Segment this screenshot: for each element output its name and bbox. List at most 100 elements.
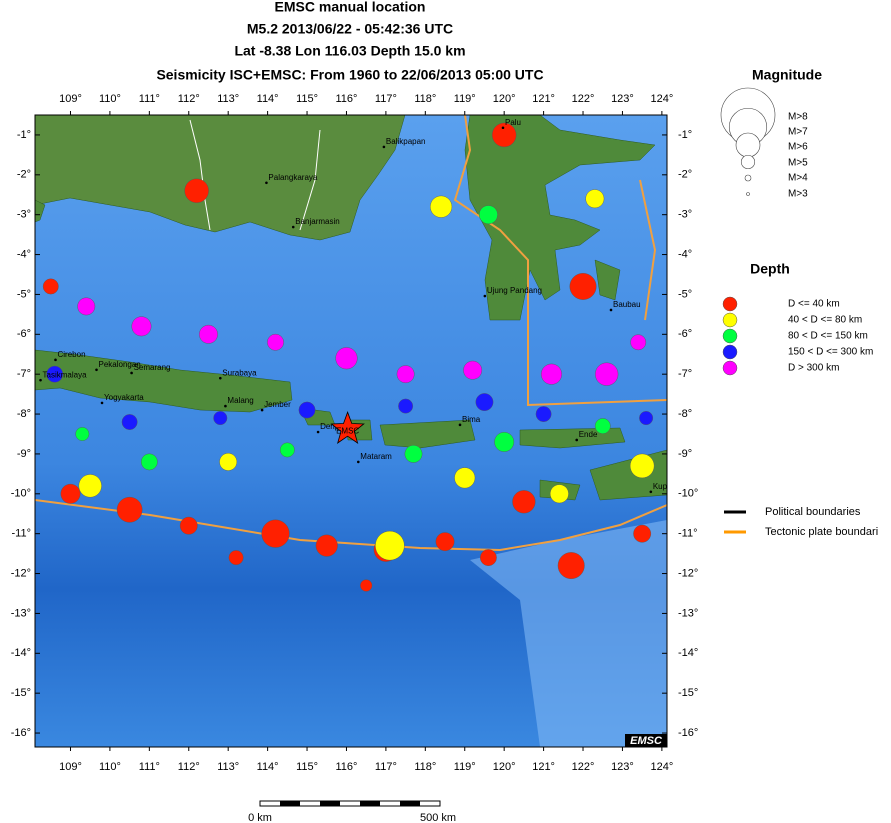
lat-label: -7° bbox=[17, 368, 31, 380]
lon-label: 118° bbox=[414, 761, 436, 773]
earthquake bbox=[549, 484, 569, 504]
lon-label: 123° bbox=[611, 761, 634, 773]
earthquake bbox=[557, 552, 585, 580]
lat-label: -6° bbox=[17, 328, 31, 340]
city-dot bbox=[575, 438, 579, 442]
city-label: Palangkaraya bbox=[268, 173, 317, 182]
earthquake bbox=[60, 483, 81, 504]
lat-label: -7° bbox=[678, 368, 692, 380]
earthquake bbox=[131, 316, 152, 337]
earthquake bbox=[75, 427, 90, 441]
earthquake bbox=[585, 189, 605, 209]
logo: EMSC bbox=[630, 735, 663, 747]
earthquake bbox=[315, 534, 338, 557]
earthquake bbox=[454, 467, 476, 489]
city-dot bbox=[609, 308, 613, 312]
city-dot bbox=[260, 408, 264, 412]
lon-label: 111° bbox=[139, 761, 160, 773]
shelf bbox=[470, 520, 667, 747]
city-dot bbox=[224, 404, 227, 408]
depth-swatch bbox=[722, 360, 738, 376]
land bbox=[35, 115, 667, 501]
lat-label: -5° bbox=[678, 288, 692, 300]
lon-label: 115° bbox=[296, 761, 318, 773]
city-dot bbox=[316, 430, 320, 434]
lat-label: -9° bbox=[17, 448, 31, 460]
lon-label: 116° bbox=[335, 93, 357, 105]
earthquake bbox=[595, 362, 619, 386]
location-line: Lat -8.38 Lon 116.03 Depth 15.0 km bbox=[234, 43, 465, 59]
earthquake bbox=[335, 347, 358, 370]
city-dot bbox=[458, 423, 462, 427]
lon-label: 121° bbox=[532, 93, 555, 105]
city-dot bbox=[501, 126, 505, 130]
earthquake bbox=[569, 273, 597, 300]
epicenter-star bbox=[330, 411, 365, 444]
lon-label: 121° bbox=[532, 761, 555, 773]
city-label: Ende bbox=[579, 430, 598, 439]
magnitude-circle bbox=[740, 154, 756, 170]
earthquake bbox=[479, 205, 498, 225]
depth-label: 40 < D <= 80 km bbox=[788, 315, 862, 326]
event-line: M5.2 2013/06/22 - 05:42:36 UTC bbox=[247, 21, 453, 37]
lat-label: -2° bbox=[17, 169, 31, 181]
city-label: Banjarmasin bbox=[295, 217, 339, 226]
earthquake bbox=[279, 442, 295, 458]
lat-label: -12° bbox=[678, 567, 698, 579]
lat-label: -11° bbox=[12, 528, 31, 540]
lat-label: -2° bbox=[678, 169, 692, 181]
plate-boundaries bbox=[35, 115, 667, 552]
earthquake bbox=[475, 393, 494, 411]
magnitude-circle bbox=[744, 174, 752, 182]
lat-label: -4° bbox=[678, 248, 692, 260]
city-dot bbox=[39, 378, 42, 382]
magnitude-label: M>8 bbox=[788, 112, 808, 123]
depth-label: D <= 40 km bbox=[788, 299, 840, 310]
earthquake bbox=[480, 549, 497, 566]
earthquake bbox=[535, 406, 552, 422]
city-label: Tasikmalaya bbox=[43, 370, 88, 379]
city-dot bbox=[483, 294, 487, 298]
lon-label: 114° bbox=[257, 93, 279, 105]
magnitude-circle bbox=[735, 132, 761, 158]
earthquake bbox=[298, 401, 316, 419]
lon-label: 114° bbox=[257, 761, 279, 773]
lon-label: 117° bbox=[375, 93, 397, 105]
magnitude-circle bbox=[746, 192, 750, 196]
lat-label: -8° bbox=[17, 408, 31, 420]
scale-label: 500 km bbox=[420, 812, 456, 823]
earthquake bbox=[199, 324, 218, 344]
magnitude-label: M>5 bbox=[788, 158, 808, 169]
earthquake bbox=[630, 334, 647, 351]
city-dot bbox=[265, 181, 268, 185]
lon-label: 109° bbox=[59, 761, 82, 773]
earthquake bbox=[375, 530, 405, 561]
city-dot bbox=[95, 368, 98, 372]
map-frame bbox=[34, 114, 668, 748]
earthquake bbox=[228, 550, 244, 566]
lat-label: -14° bbox=[678, 647, 698, 659]
magnitude-label: M>4 bbox=[788, 173, 808, 184]
lon-label: 113° bbox=[217, 761, 239, 773]
lon-label: 119° bbox=[454, 761, 476, 773]
lon-label: 113° bbox=[217, 93, 239, 105]
lat-label: -1° bbox=[17, 129, 31, 141]
earthquake bbox=[219, 453, 238, 471]
magnitude-label: M>6 bbox=[788, 142, 808, 153]
earthquake bbox=[360, 579, 373, 592]
lon-label: 110° bbox=[99, 93, 121, 105]
lat-label: -13° bbox=[678, 607, 698, 619]
lon-label: 123° bbox=[611, 93, 634, 105]
lon-label: 112° bbox=[178, 93, 200, 105]
earthquake bbox=[494, 432, 515, 452]
earthquake bbox=[77, 297, 96, 316]
lon-label: 124° bbox=[650, 761, 673, 773]
depth-legend-title: Depth bbox=[750, 261, 790, 277]
depth-label: 80 < D <= 150 km bbox=[788, 331, 868, 342]
lat-label: -16° bbox=[678, 727, 698, 739]
lat-label: -10° bbox=[11, 488, 31, 500]
lon-label: 111° bbox=[139, 93, 160, 105]
epicenter-label: EMSC bbox=[336, 426, 359, 435]
city-label: Bima bbox=[462, 415, 481, 424]
